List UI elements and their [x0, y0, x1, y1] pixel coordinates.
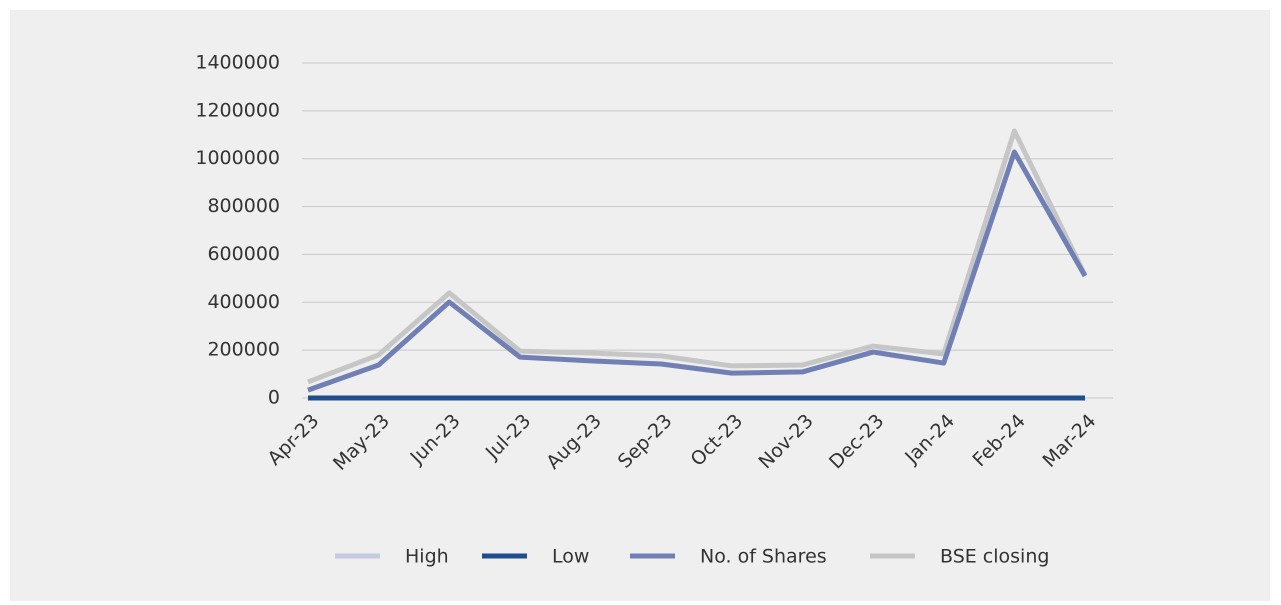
legend-label: High	[405, 546, 449, 568]
y-tick-label: 1200000	[195, 99, 280, 121]
y-tick-label: 600000	[207, 243, 280, 265]
y-tick-label: 400000	[207, 291, 280, 313]
legend-label: No. of Shares	[700, 546, 827, 568]
y-tick-label: 1000000	[195, 147, 280, 169]
series-line	[307, 149, 1088, 393]
y-tick-label: 200000	[207, 339, 280, 361]
y-tick-label: 800000	[207, 195, 280, 217]
legend-label: BSE closing	[940, 546, 1049, 568]
legend-label: Low	[552, 546, 589, 568]
y-tick-label: 0	[268, 387, 280, 409]
panel	[10, 10, 1270, 601]
series-line	[307, 128, 1088, 385]
y-tick-label: 1400000	[195, 52, 280, 74]
